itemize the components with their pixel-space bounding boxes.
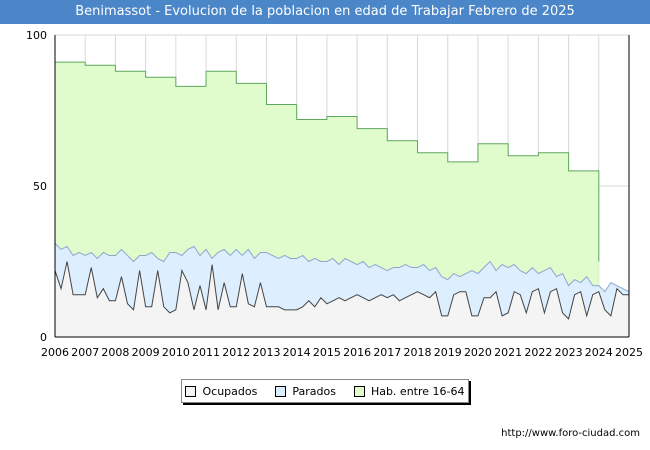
legend-label-parados: Parados [292, 384, 336, 398]
legend-swatch-hab [353, 385, 365, 397]
series-hab-line [55, 61, 600, 262]
x-tick-label: 2012 [222, 346, 250, 359]
x-tick-label: 2006 [41, 346, 69, 359]
area-layer [54, 61, 630, 338]
x-tick-label: 2014 [283, 346, 311, 359]
y-tick-label: 0 [40, 331, 47, 344]
x-tick-label: 2021 [494, 346, 522, 359]
x-tick-label: 2023 [555, 346, 583, 359]
legend-swatch-ocupados [185, 385, 197, 397]
x-tick-label: 2016 [343, 346, 371, 359]
legend-label-hab: Hab. entre 16-64 [370, 384, 465, 398]
x-tick-label: 2011 [192, 346, 220, 359]
legend: Ocupados Parados Hab. entre 16-64 [181, 379, 469, 403]
legend-item-parados: Parados [275, 385, 336, 398]
legend-label-ocupados: Ocupados [202, 384, 258, 398]
series-ocupados-line [54, 261, 629, 320]
chart-title: Benimassot - Evolucion de la poblacion e… [0, 0, 650, 24]
legend-item-ocupados: Ocupados [185, 385, 257, 398]
y-tick-label: 50 [33, 180, 47, 193]
x-tick-label: 2008 [101, 346, 129, 359]
x-tick-label: 2018 [404, 346, 432, 359]
legend-item-hab: Hab. entre 16-64 [353, 384, 465, 398]
x-tick-label: 2020 [464, 346, 492, 359]
x-tick-label: 2022 [524, 346, 552, 359]
x-tick-label: 2010 [162, 346, 190, 359]
x-tick-label: 2025 [615, 346, 643, 359]
x-tick-label: 2007 [71, 346, 99, 359]
x-tick-label: 2013 [252, 346, 280, 359]
legend-swatch-parados [275, 385, 287, 397]
y-tick-label: 100 [26, 29, 47, 42]
x-tick-label: 2009 [132, 346, 160, 359]
x-tick-label: 2017 [373, 346, 401, 359]
x-tick-label: 2019 [434, 346, 462, 359]
axis-layer: 2006 2007 2008 2009 2010 2011 2012 2013 2014 2015… [26, 29, 643, 359]
source-link[interactable]: http://www.foro-ciudad.com [501, 428, 640, 439]
x-tick-label: 2024 [585, 346, 613, 359]
series-parados-line [54, 243, 630, 293]
x-tick-label: 2015 [313, 346, 341, 359]
